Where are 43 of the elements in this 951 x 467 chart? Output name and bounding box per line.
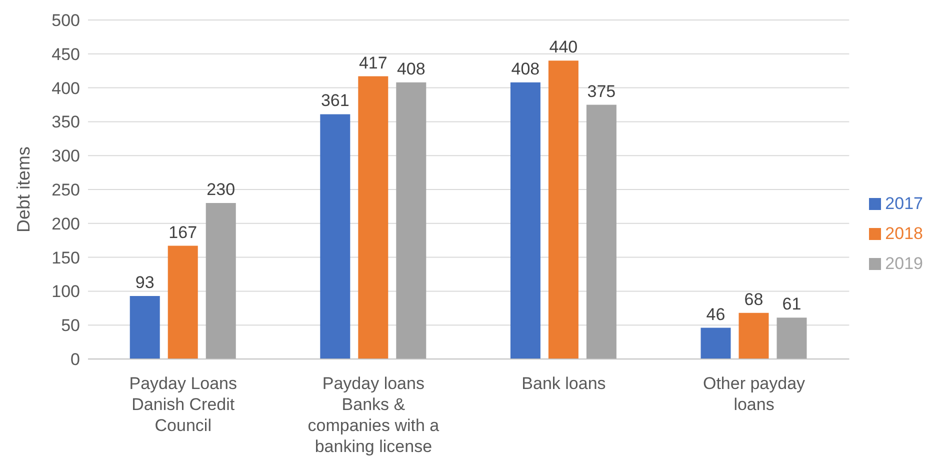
y-tick-label: 400 bbox=[52, 78, 80, 98]
y-tick-label: 250 bbox=[52, 180, 80, 200]
bar bbox=[396, 82, 426, 359]
legend-label: 2019 bbox=[885, 254, 923, 272]
bar bbox=[548, 60, 578, 359]
bar bbox=[738, 312, 769, 359]
data-label: 61 bbox=[782, 294, 802, 314]
y-tick-label: 200 bbox=[52, 214, 80, 234]
y-tick-label: 50 bbox=[61, 316, 80, 336]
bar bbox=[776, 318, 807, 359]
x-tick-label: Bank loans bbox=[522, 374, 606, 393]
x-tick-label: Payday loans Banks & companies with a banking license bbox=[308, 374, 440, 456]
y-tick-label: 450 bbox=[52, 44, 80, 64]
data-label: 408 bbox=[396, 59, 426, 78]
data-label: 68 bbox=[744, 290, 764, 309]
legend-label: 2018 bbox=[885, 224, 923, 242]
y-tick-label: 0 bbox=[70, 350, 80, 370]
bar bbox=[130, 296, 160, 359]
y-axis-title: Debt items bbox=[13, 146, 34, 233]
bar bbox=[206, 203, 236, 359]
bar bbox=[586, 104, 616, 359]
x-tick-label: Payday Loans Danish Credit Council bbox=[129, 374, 238, 435]
bar bbox=[700, 328, 731, 359]
data-label: 417 bbox=[358, 53, 388, 72]
bar bbox=[358, 76, 388, 359]
data-label: 440 bbox=[549, 38, 578, 57]
y-tick-label: 100 bbox=[52, 282, 80, 302]
data-label: 93 bbox=[135, 272, 154, 292]
data-label: 375 bbox=[587, 82, 616, 101]
bar bbox=[510, 82, 540, 359]
y-tick-label: 350 bbox=[52, 112, 80, 132]
bar bbox=[168, 246, 198, 359]
data-label: 230 bbox=[206, 180, 236, 200]
data-label: 408 bbox=[511, 59, 540, 78]
y-tick-label: 150 bbox=[52, 248, 80, 268]
x-tick-label: Other payday loans bbox=[702, 374, 806, 414]
data-label: 46 bbox=[706, 304, 726, 324]
bar bbox=[320, 114, 350, 359]
legend-label: 2017 bbox=[885, 194, 923, 212]
y-tick-label: 500 bbox=[52, 11, 80, 30]
data-label: 361 bbox=[320, 91, 350, 110]
y-tick-label: 300 bbox=[52, 146, 80, 166]
data-label: 167 bbox=[168, 222, 198, 242]
